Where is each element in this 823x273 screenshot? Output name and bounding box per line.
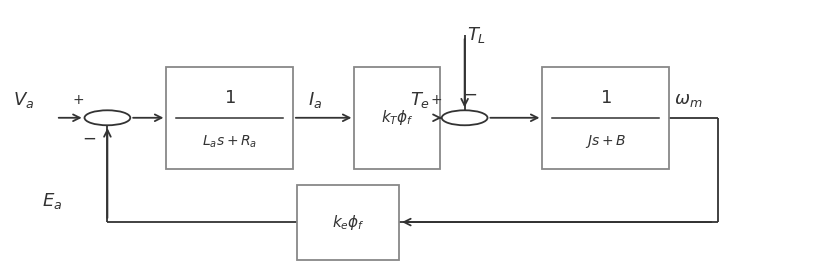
Text: $E_a$: $E_a$ — [42, 191, 62, 211]
Text: $k_T\phi_f$: $k_T\phi_f$ — [381, 108, 414, 127]
Text: $\omega_m$: $\omega_m$ — [673, 91, 702, 109]
Text: $V_a$: $V_a$ — [12, 90, 34, 110]
Text: $k_e\phi_f$: $k_e\phi_f$ — [332, 213, 365, 232]
Text: $T_e$: $T_e$ — [410, 90, 430, 110]
Bar — [297, 185, 399, 260]
Circle shape — [442, 110, 487, 125]
Text: $1$: $1$ — [224, 89, 235, 107]
Text: $+$: $+$ — [72, 93, 84, 107]
Text: $L_as+R_a$: $L_as+R_a$ — [202, 134, 258, 150]
Text: $+$: $+$ — [430, 93, 442, 107]
Text: $-$: $-$ — [463, 85, 477, 102]
Text: $-$: $-$ — [82, 129, 96, 146]
Text: $I_a$: $I_a$ — [308, 90, 322, 110]
Bar — [354, 67, 440, 169]
Bar — [542, 67, 669, 169]
Bar — [166, 67, 293, 169]
Circle shape — [85, 110, 130, 125]
Text: $Js+B$: $Js+B$ — [585, 133, 626, 150]
Text: $1$: $1$ — [600, 89, 611, 107]
Text: $T_L$: $T_L$ — [467, 25, 486, 45]
